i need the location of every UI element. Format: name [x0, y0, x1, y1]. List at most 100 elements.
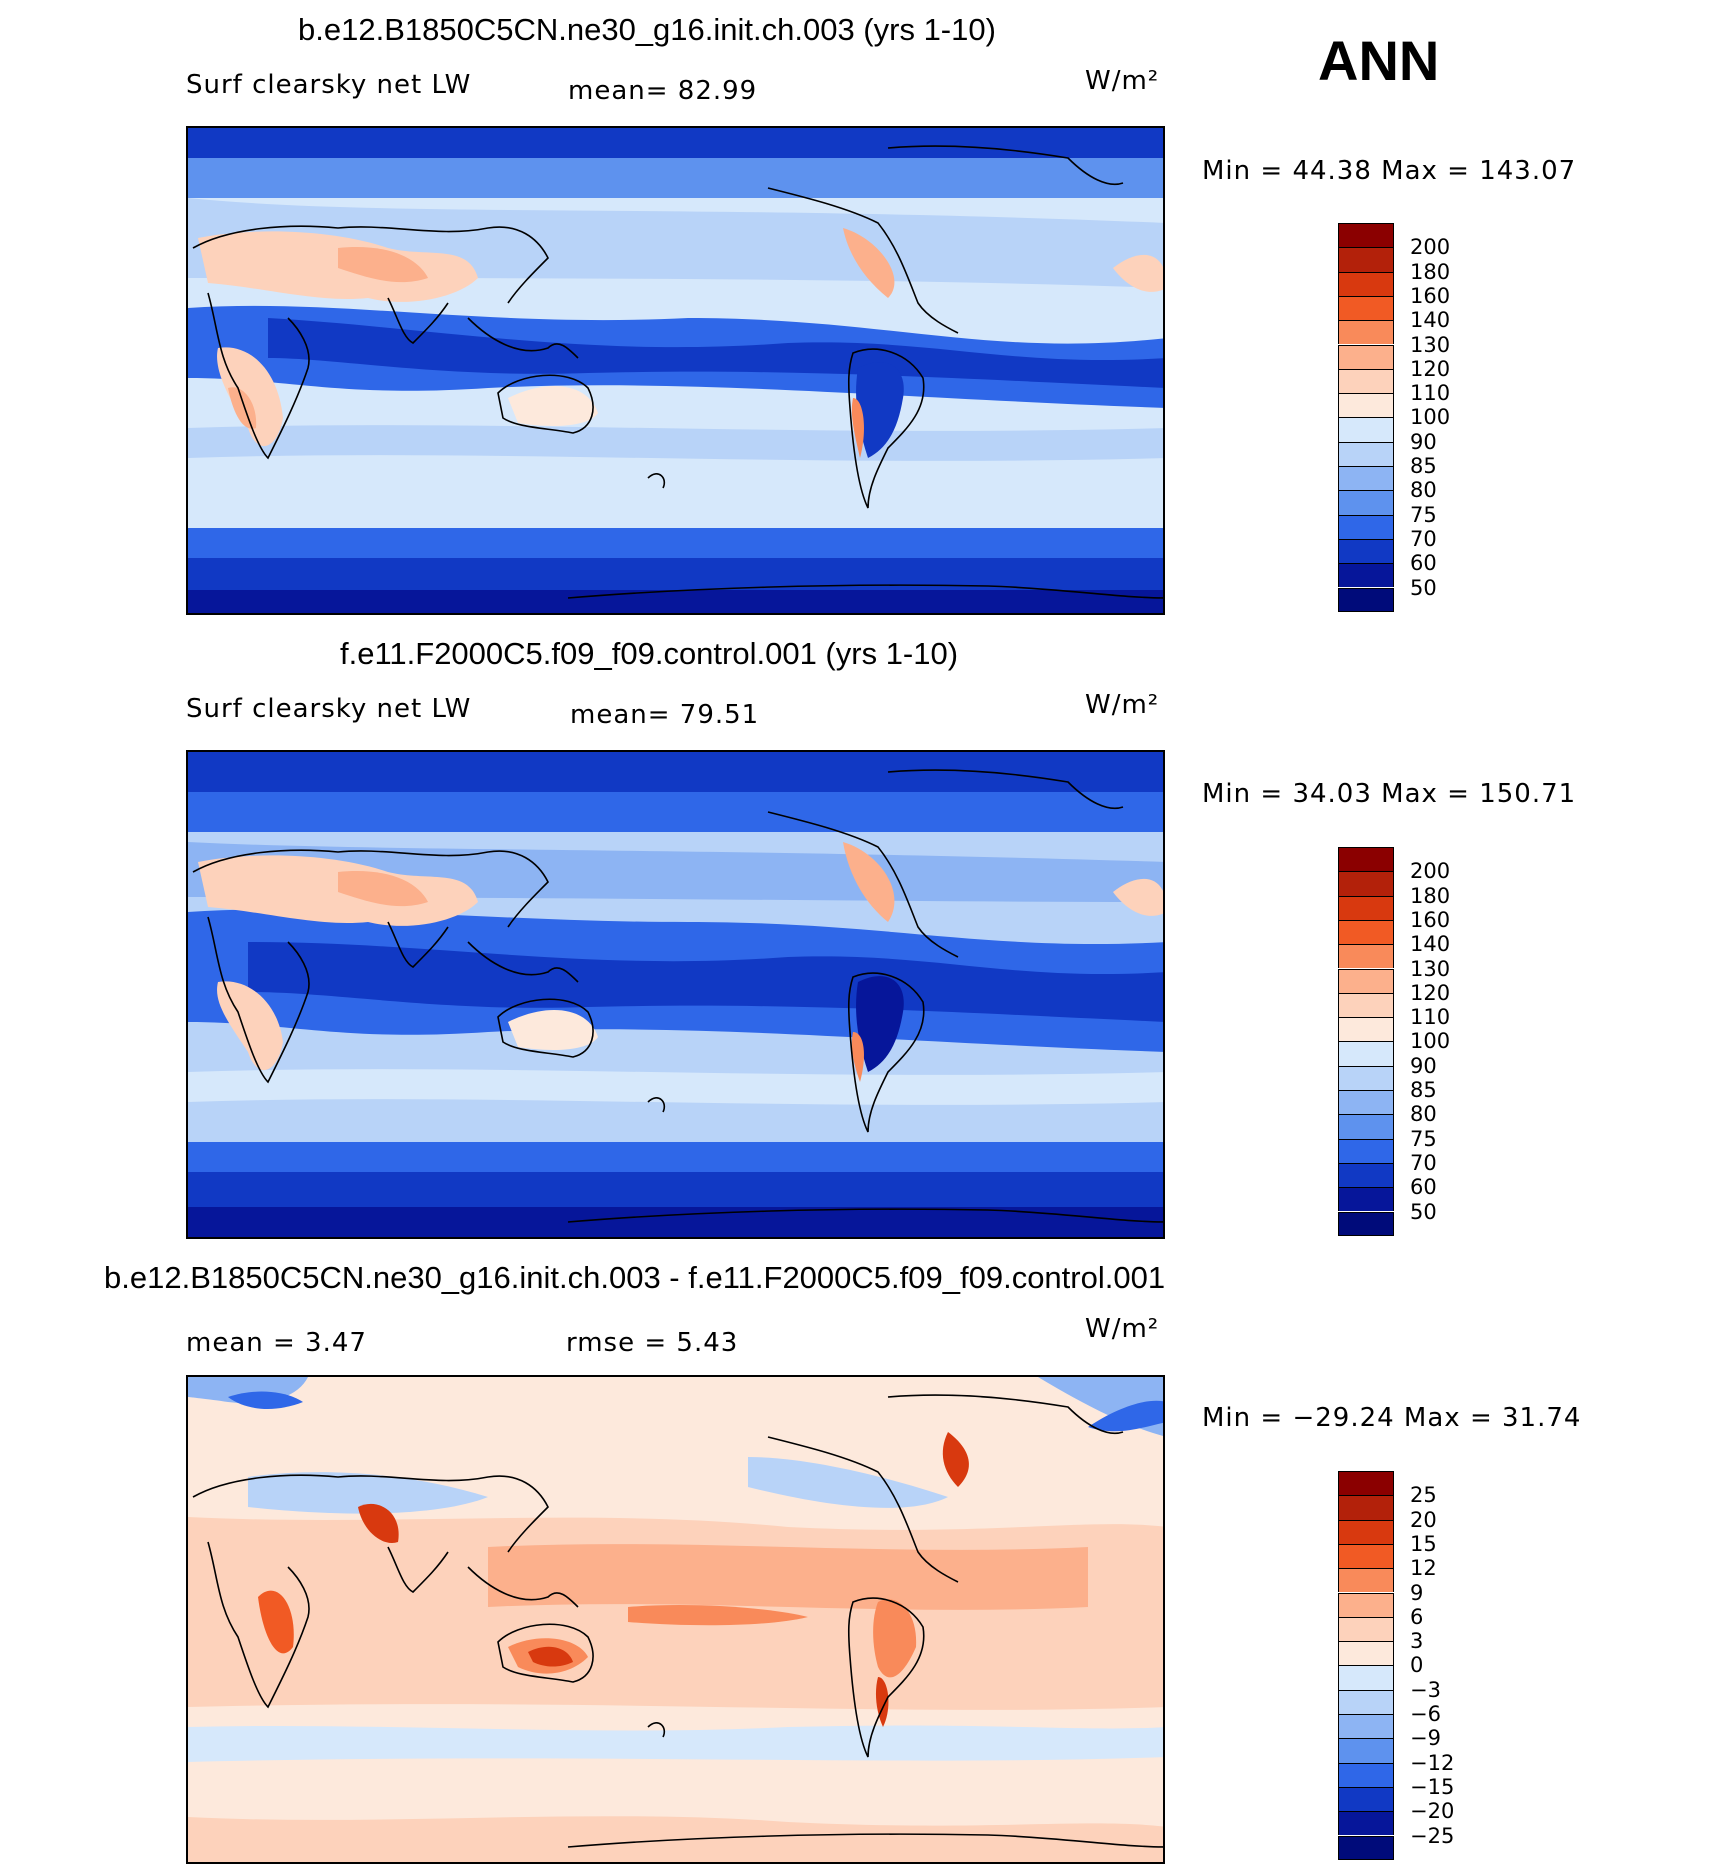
- colorbar-swatch: [1338, 466, 1394, 491]
- colorbar-swatch: [1338, 1592, 1394, 1617]
- panel1-title: b.e12.B1850C5CN.ne30_g16.init.ch.003 (yr…: [298, 12, 996, 47]
- colorbar-swatch: [1338, 1162, 1394, 1188]
- colorbar-swatch: [1338, 1211, 1394, 1236]
- colorbar-label: 80: [1410, 478, 1437, 503]
- colorbar-label: −6: [1410, 1702, 1441, 1726]
- colorbar-swatch: [1338, 587, 1394, 612]
- colorbar-swatch: [1338, 417, 1394, 442]
- panel1-mean: mean= 82.99: [568, 76, 758, 106]
- colorbar-label: 15: [1410, 1531, 1437, 1556]
- colorbar-label: 100: [1410, 1029, 1451, 1054]
- panel1-minmax: Min = 44.38 Max = 143.07: [1202, 156, 1577, 186]
- colorbar-swatch: [1338, 1090, 1394, 1115]
- colorbar-label: 180: [1410, 259, 1451, 284]
- colorbar-label: 75: [1410, 502, 1437, 527]
- colorbar-swatch: [1338, 1568, 1394, 1593]
- colorbar-swatch: [1338, 1811, 1394, 1836]
- colorbar-swatch: [1338, 1041, 1394, 1066]
- colorbar-swatch: [1338, 871, 1394, 896]
- panel3-map: [186, 1375, 1165, 1864]
- colorbar-swatch: [1338, 1665, 1394, 1690]
- colorbar-label: 80: [1410, 1102, 1437, 1127]
- panel1-colorbar: 200 180 160 140 130 120 110 100 90 85 80 75 70 60 50: [1338, 223, 1450, 612]
- colorbar-swatch: [1338, 1616, 1394, 1642]
- colorbar-swatch: [1338, 563, 1394, 588]
- colorbar-label: 20: [1410, 1507, 1437, 1532]
- colorbar-label: 85: [1410, 454, 1437, 478]
- colorbar-label: 90: [1410, 429, 1437, 454]
- colorbar-label: 90: [1410, 1053, 1437, 1078]
- panel3-colorbar: 25 20 15 12 9 6 3 0 −3 −6 −9 −12 −15 −20 −25: [1338, 1471, 1454, 1860]
- colorbar-swatch: [1338, 895, 1394, 920]
- colorbar-label: −20: [1410, 1799, 1455, 1824]
- colorbar-label: −3: [1410, 1677, 1441, 1702]
- colorbar-label: 9: [1410, 1580, 1424, 1605]
- colorbar-label: 160: [1410, 283, 1451, 308]
- colorbar-label: 120: [1410, 980, 1451, 1005]
- panel3-title: b.e12.B1850C5CN.ne30_g16.init.ch.003 - f…: [104, 1260, 1166, 1295]
- panel2-title: f.e11.F2000C5.f09_f09.control.001 (yrs 1…: [340, 636, 959, 671]
- colorbar-label: 180: [1410, 883, 1451, 908]
- colorbar-label: 6: [1410, 1604, 1424, 1629]
- colorbar-swatch: [1338, 247, 1394, 272]
- season-label: ANN: [1318, 29, 1440, 92]
- colorbar-swatch: [1338, 368, 1394, 394]
- panel2-minmax: Min = 34.03 Max = 150.71: [1202, 779, 1577, 809]
- colorbar-swatch: [1338, 1187, 1394, 1212]
- colorbar-label: 85: [1410, 1078, 1437, 1102]
- colorbar-label: 130: [1410, 956, 1451, 981]
- colorbar-label: 60: [1410, 1175, 1437, 1200]
- colorbar-label: 140: [1410, 932, 1451, 957]
- panel2-variable: Surf clearsky net LW: [186, 694, 472, 724]
- panel3-mean: mean = 3.47: [186, 1328, 367, 1358]
- colorbar-swatch: [1338, 1835, 1394, 1860]
- colorbar-swatch: [1338, 490, 1394, 515]
- colorbar-swatch: [1338, 1495, 1394, 1520]
- colorbar-swatch: [1338, 271, 1394, 296]
- colorbar-swatch: [1338, 295, 1394, 321]
- colorbar-swatch: [1338, 992, 1394, 1018]
- colorbar-label: 110: [1410, 381, 1451, 406]
- colorbar-swatch: [1338, 1138, 1394, 1163]
- colorbar-label: 140: [1410, 308, 1451, 333]
- colorbar-label: 70: [1410, 1150, 1437, 1175]
- colorbar-swatch: [1338, 968, 1394, 993]
- colorbar-label: 130: [1410, 332, 1451, 357]
- colorbar-swatch: [1338, 919, 1394, 945]
- colorbar-label: −9: [1410, 1726, 1441, 1751]
- colorbar-label: 160: [1410, 907, 1451, 932]
- colorbar-swatch: [1338, 1641, 1394, 1666]
- panel1-units: W/m²: [1085, 66, 1160, 96]
- colorbar-label: 100: [1410, 405, 1451, 430]
- colorbar-label: 70: [1410, 526, 1437, 551]
- colorbar-swatch: [1338, 223, 1394, 248]
- colorbar-swatch: [1338, 1714, 1394, 1739]
- panel3-rmse: rmse = 5.43: [566, 1328, 739, 1358]
- colorbar-label: 50: [1410, 575, 1437, 600]
- colorbar-swatch: [1338, 441, 1394, 466]
- colorbar-swatch: [1338, 1519, 1394, 1544]
- colorbar-swatch: [1338, 344, 1394, 369]
- colorbar-label: 25: [1410, 1483, 1437, 1508]
- colorbar-swatch: [1338, 1738, 1394, 1763]
- colorbar-label: −15: [1410, 1774, 1455, 1799]
- panel2-mean: mean= 79.51: [570, 700, 760, 730]
- colorbar-label: 110: [1410, 1005, 1451, 1030]
- colorbar-swatch: [1338, 1471, 1394, 1496]
- colorbar-label: 120: [1410, 356, 1451, 381]
- colorbar-swatch: [1338, 944, 1394, 969]
- colorbar-label: −12: [1410, 1750, 1455, 1775]
- panel3-units: W/m²: [1085, 1314, 1160, 1344]
- colorbar-label: 3: [1410, 1629, 1424, 1654]
- colorbar-swatch: [1338, 514, 1394, 539]
- colorbar-label: −25: [1410, 1823, 1455, 1848]
- panel2-colorbar: 200 180 160 140 130 120 110 100 90 85 80 75 70 60 50: [1338, 847, 1450, 1236]
- colorbar-label: 75: [1410, 1126, 1437, 1151]
- colorbar-label: 12: [1410, 1556, 1437, 1581]
- colorbar-swatch: [1338, 847, 1394, 872]
- panel3-minmax: Min = −29.24 Max = 31.74: [1202, 1403, 1582, 1433]
- colorbar-label: 50: [1410, 1199, 1437, 1224]
- colorbar-swatch: [1338, 1543, 1394, 1569]
- colorbar-swatch: [1338, 1114, 1394, 1139]
- panel1-variable: Surf clearsky net LW: [186, 70, 472, 100]
